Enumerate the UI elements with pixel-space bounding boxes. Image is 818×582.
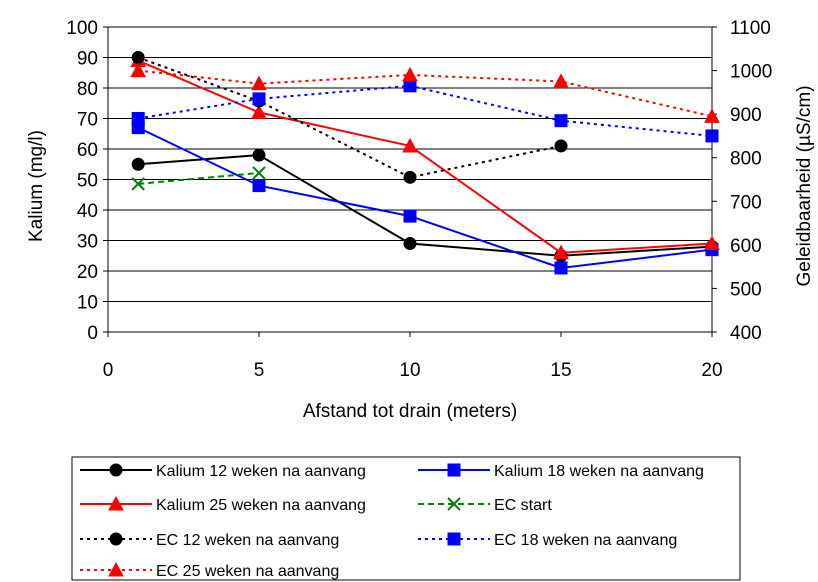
x-tick-label: 20 — [701, 360, 722, 381]
y-tick-label: 30 — [77, 232, 98, 253]
legend-label: Kalium 12 weken na aanvang — [156, 463, 366, 480]
y-tick-label: 10 — [77, 293, 98, 314]
series-6 — [131, 79, 719, 143]
data-point — [252, 179, 266, 193]
data-point — [130, 62, 147, 78]
legend-entry: Kalium 12 weken na aanvang — [80, 463, 366, 480]
y-tick-label: 60 — [77, 140, 98, 161]
legend: Kalium 12 weken na aanvang Kalium 18 weke… — [71, 456, 741, 581]
series-line — [137, 56, 562, 179]
series-line — [138, 69, 713, 118]
x-axis-title: Afstand tot drain (meters) — [303, 401, 517, 422]
legend-entry: Kalium 18 weken na aanvang — [418, 463, 704, 480]
legend-items: Kalium 12 weken na aanvang Kalium 18 weke… — [80, 463, 704, 580]
data-point — [131, 112, 145, 125]
y2-tick-label: 600 — [730, 236, 762, 257]
series-3 — [130, 52, 720, 260]
legend-box — [71, 456, 741, 581]
series-5 — [131, 51, 568, 184]
legend-marker — [108, 561, 124, 577]
y-tick-label: 0 — [87, 323, 98, 344]
legend-marker — [109, 532, 123, 546]
y-tick-label: 50 — [77, 171, 98, 192]
x-tick-label: 15 — [550, 360, 571, 381]
x-tick-label: 5 — [254, 360, 265, 381]
y2-tick-label: 500 — [730, 279, 762, 300]
y2-tick-label: 1100 — [730, 18, 771, 39]
legend-marker — [447, 463, 461, 477]
series-group — [130, 51, 720, 275]
data-point — [403, 209, 417, 223]
legend-label: EC 12 weken na aanvang — [156, 532, 339, 549]
y-tick-label: 20 — [77, 262, 98, 283]
legend-entry: Kalium 25 weken na aanvang — [80, 495, 366, 514]
legend-label: Kalium 25 weken na aanvang — [156, 497, 366, 514]
data-point — [554, 139, 568, 153]
data-point — [403, 237, 417, 251]
series-7 — [130, 62, 720, 123]
legend-entry: EC start — [418, 497, 552, 514]
legend-marker — [108, 495, 124, 511]
legend-marker — [447, 532, 461, 546]
data-point — [402, 137, 418, 153]
y2-tick-label: 800 — [730, 149, 762, 170]
legend-label: EC 18 weken na aanvang — [494, 532, 677, 549]
legend-marker — [109, 463, 123, 477]
data-point — [403, 170, 417, 184]
legend-label: EC 25 weken na aanvang — [156, 563, 339, 580]
data-point — [131, 157, 145, 171]
data-point — [554, 114, 568, 128]
legend-marker — [447, 497, 461, 511]
data-point — [252, 92, 266, 106]
right-axis: 400 500 600 700 800 900 1000 1100 — [712, 18, 772, 344]
data-point — [553, 244, 569, 260]
left-axis: 0 10 20 30 40 50 60 70 80 90 100 — [66, 18, 108, 344]
data-point — [554, 261, 568, 275]
data-point — [705, 129, 719, 143]
y-tick-label: 70 — [77, 110, 98, 131]
legend-entry: EC 25 weken na aanvang — [80, 561, 339, 580]
data-point — [403, 79, 417, 93]
data-point — [251, 75, 267, 91]
legend-entry: EC 18 weken na aanvang — [418, 532, 677, 549]
data-point — [704, 108, 720, 123]
legend-label: EC start — [494, 497, 552, 514]
y2-tick-label: 900 — [730, 105, 762, 126]
series-line — [138, 84, 713, 137]
data-point — [131, 51, 145, 64]
y2-tick-label: 1000 — [730, 62, 772, 83]
y-tick-label: 100 — [66, 18, 98, 39]
data-point — [402, 66, 418, 82]
series-4 — [131, 166, 266, 191]
data-point — [251, 104, 267, 119]
x-tick-label: 0 — [103, 360, 114, 381]
data-point — [553, 73, 569, 88]
y-axis-title: Kalium (mg/l) — [26, 130, 47, 242]
legend-label: Kalium 18 weken na aanvang — [494, 463, 704, 480]
data-point — [131, 177, 145, 191]
y-tick-label: 40 — [77, 201, 98, 222]
x-axis: 0 5 10 15 20 — [103, 332, 723, 381]
y2-axis-title: Geleidbaarheid (µS/cm) — [794, 85, 815, 286]
marker-stroke — [252, 166, 266, 180]
data-point — [704, 235, 720, 251]
x-tick-label: 10 — [399, 360, 420, 381]
y2-tick-label: 700 — [730, 192, 762, 213]
legend-entry: EC 12 weken na aanvang — [80, 532, 339, 549]
marker-stroke — [447, 497, 461, 511]
marker-stroke — [131, 177, 145, 191]
data-point — [252, 148, 266, 162]
y-tick-label: 80 — [77, 79, 98, 100]
data-point — [252, 166, 266, 180]
y-tick-label: 90 — [77, 49, 98, 70]
y2-tick-label: 400 — [730, 323, 762, 344]
series-line — [138, 171, 260, 185]
